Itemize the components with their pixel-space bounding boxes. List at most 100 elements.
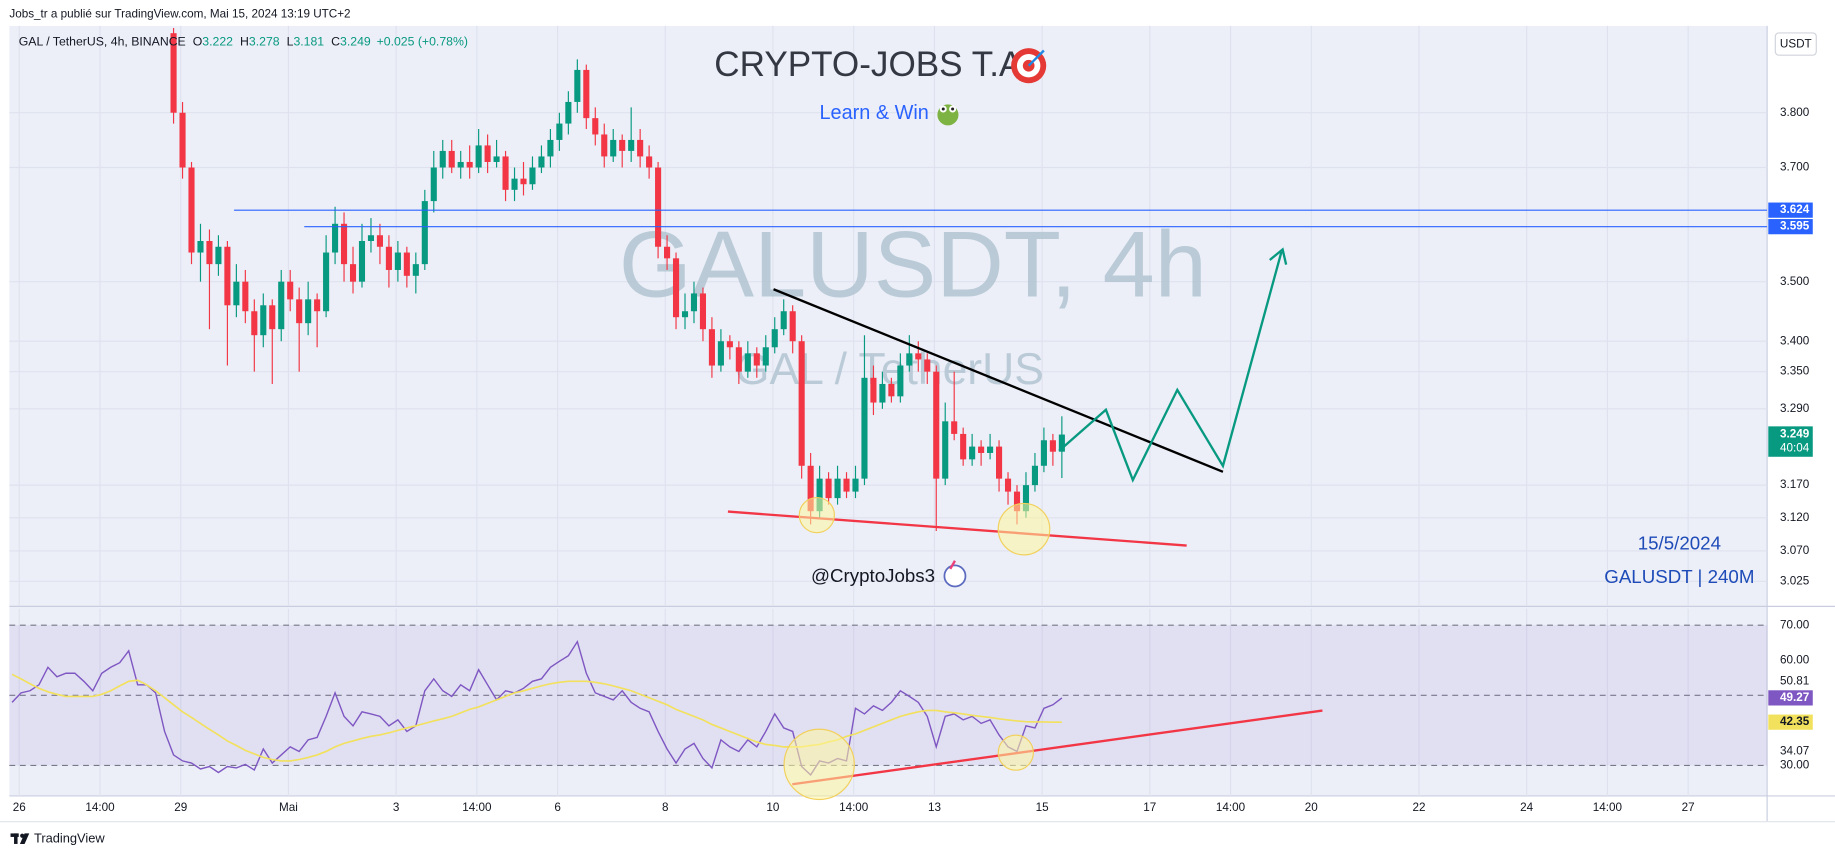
x-tick-label: 15 (1036, 801, 1050, 814)
candle-body (753, 353, 760, 366)
candle-body (834, 478, 841, 499)
indicator-value-label: 42.35 (1780, 715, 1810, 728)
candle-body (906, 353, 913, 366)
ohlc-key: C (331, 35, 340, 49)
y-tick-label: 3.025 (1780, 574, 1810, 587)
candle-body (457, 161, 464, 168)
date-note: 15/5/2024 (1638, 532, 1721, 553)
symbol-note: GALUSDT | 240M (1604, 566, 1754, 587)
candle-body (646, 156, 653, 168)
candle-body (278, 281, 285, 330)
x-tick-label: 14:00 (1216, 801, 1246, 814)
price-change: +0.025 (+0.78%) (377, 35, 468, 49)
footer-brand: TradingView (34, 831, 105, 846)
target-icon (1011, 48, 1047, 84)
x-tick-label: 6 (554, 801, 561, 814)
candle-body (601, 134, 608, 157)
x-tick-label: 14:00 (1593, 801, 1623, 814)
indicator-value-box (1768, 714, 1813, 730)
candle-body (188, 167, 195, 253)
candle-body (807, 465, 814, 512)
candle-body (233, 281, 240, 306)
ohlc-key: L (287, 35, 294, 49)
last-price-label: 3.249 (1780, 428, 1810, 441)
indicator-value-label: 50.81 (1780, 675, 1809, 688)
candle-body (529, 167, 536, 185)
candle-body (251, 311, 258, 336)
ohlc-key: H (240, 35, 249, 49)
candle-body (215, 246, 222, 265)
candle-body (664, 246, 671, 259)
candle-body (1013, 491, 1021, 512)
candle-body (421, 201, 428, 265)
rsi-support-line (792, 709, 1323, 786)
ohlc-value: 3.278 (249, 35, 280, 49)
candle-body (511, 178, 518, 190)
ohlc-value: 3.249 (340, 35, 371, 49)
candle-body (744, 353, 751, 372)
trend-line (773, 288, 1224, 473)
y-tick-label: 60.00 (1780, 653, 1810, 666)
y-tick-label: 3.500 (1780, 275, 1810, 288)
candle-body (323, 252, 330, 312)
candle-body (1058, 434, 1065, 452)
currency-button[interactable] (1774, 32, 1817, 56)
candle-body (592, 118, 599, 135)
candle-body (610, 139, 617, 157)
candle-body (924, 359, 931, 372)
x-tick-label: 27 (1682, 801, 1695, 814)
ohlc-value: 3.181 (293, 35, 324, 49)
price-line-label-box (1768, 219, 1813, 235)
candle-body (430, 167, 437, 202)
x-tick-label: 29 (174, 801, 187, 814)
candle-body (915, 353, 922, 360)
candle-body (349, 264, 357, 282)
candle-body (843, 478, 850, 492)
candle-body (717, 341, 724, 366)
candle-body (394, 252, 401, 270)
candle-body (475, 145, 482, 168)
candle-body (376, 235, 383, 247)
candle-body (448, 150, 455, 168)
rsi-highlight-circle (997, 734, 1034, 771)
candle-body (385, 246, 392, 270)
price-line-label: 3.624 (1780, 203, 1810, 216)
rsi-highlight-circle (783, 728, 855, 801)
candle-body (574, 69, 581, 102)
indicator-value-box (1768, 690, 1813, 706)
price-axis-background (1767, 25, 1835, 796)
price-pane (170, 27, 1768, 531)
x-tick-label: 8 (662, 801, 669, 814)
candle-body (933, 371, 940, 479)
candle-body (520, 178, 527, 185)
ohlc-value: 3.222 (202, 35, 233, 49)
candle-body (996, 446, 1003, 479)
candle-body (358, 240, 366, 282)
candle-body (556, 123, 563, 140)
plot-background (9, 25, 1768, 796)
candle-body (287, 281, 294, 300)
currency-label[interactable]: USDT (1780, 38, 1812, 51)
candle-body (969, 446, 976, 460)
rsi-pane (11, 639, 1063, 777)
time-axis-background (9, 795, 1768, 822)
candle-body (242, 281, 249, 312)
candle-body (179, 112, 186, 168)
candle-body (502, 156, 509, 190)
x-tick-label: 14:00 (85, 801, 115, 814)
candle-body (619, 139, 626, 151)
candle-body (412, 264, 419, 276)
candle-body (466, 161, 473, 168)
candle-body (987, 446, 994, 453)
last-price-box (1768, 426, 1813, 457)
candle-body (1049, 440, 1056, 452)
candle-body (332, 223, 339, 253)
candle-body (224, 246, 231, 306)
candle-body (340, 223, 348, 265)
candle-body (825, 478, 832, 499)
candle-body (547, 139, 554, 157)
candle-body (305, 299, 312, 324)
candle-body (314, 299, 321, 312)
x-tick-label: 3 (393, 801, 400, 814)
